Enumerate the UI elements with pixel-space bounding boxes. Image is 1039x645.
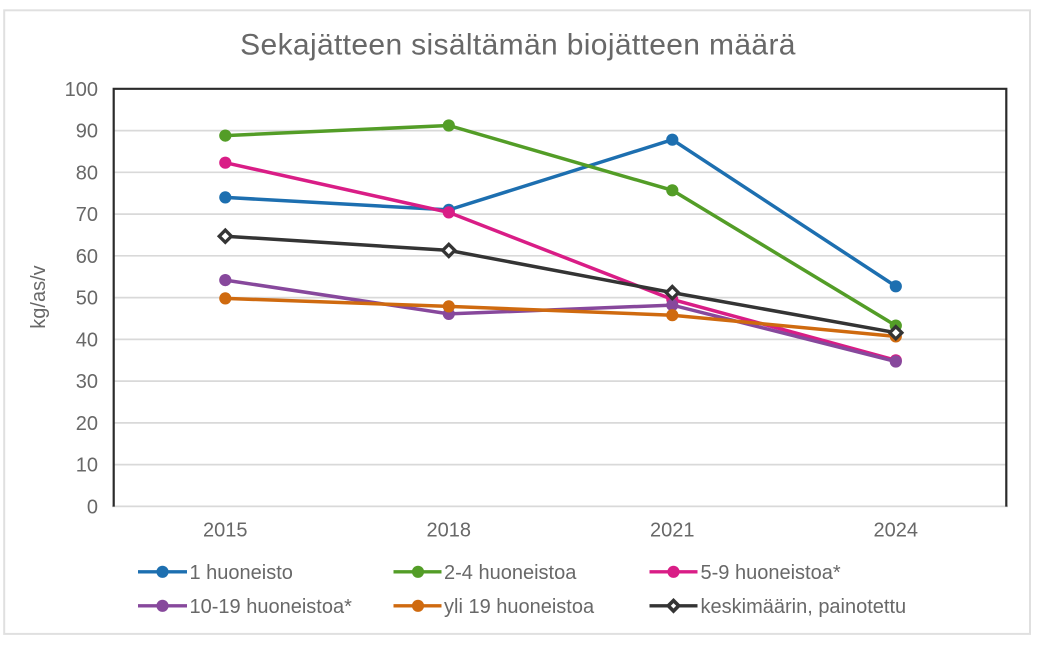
svg-text:80: 80 (76, 162, 98, 184)
svg-text:60: 60 (76, 246, 98, 268)
svg-text:kg/as/v: kg/as/v (28, 265, 50, 328)
svg-text:10: 10 (76, 455, 98, 477)
svg-text:20: 20 (76, 413, 98, 435)
svg-text:yli 19 huoneistoa: yli 19 huoneistoa (444, 596, 595, 618)
svg-text:2-4 huoneistoa: 2-4 huoneistoa (444, 562, 577, 584)
svg-text:50: 50 (76, 288, 98, 310)
svg-text:2021: 2021 (650, 520, 695, 542)
svg-text:30: 30 (76, 371, 98, 393)
svg-text:keskimäärin, painotettu: keskimäärin, painotettu (701, 596, 907, 618)
svg-text:0: 0 (87, 496, 98, 518)
svg-text:5-9 huoneistoa*: 5-9 huoneistoa* (701, 562, 841, 584)
svg-text:90: 90 (76, 121, 98, 143)
svg-text:100: 100 (65, 79, 98, 101)
svg-text:2018: 2018 (427, 520, 472, 542)
svg-text:2024: 2024 (874, 520, 919, 542)
svg-text:Sekajätteen sisältämän biojätt: Sekajätteen sisältämän biojätteen määrä (240, 29, 796, 62)
svg-text:40: 40 (76, 329, 98, 351)
svg-text:70: 70 (76, 204, 98, 226)
svg-text:2015: 2015 (203, 520, 248, 542)
svg-text:1 huoneisto: 1 huoneisto (190, 562, 293, 584)
svg-text:10-19 huoneistoa*: 10-19 huoneistoa* (190, 596, 353, 618)
